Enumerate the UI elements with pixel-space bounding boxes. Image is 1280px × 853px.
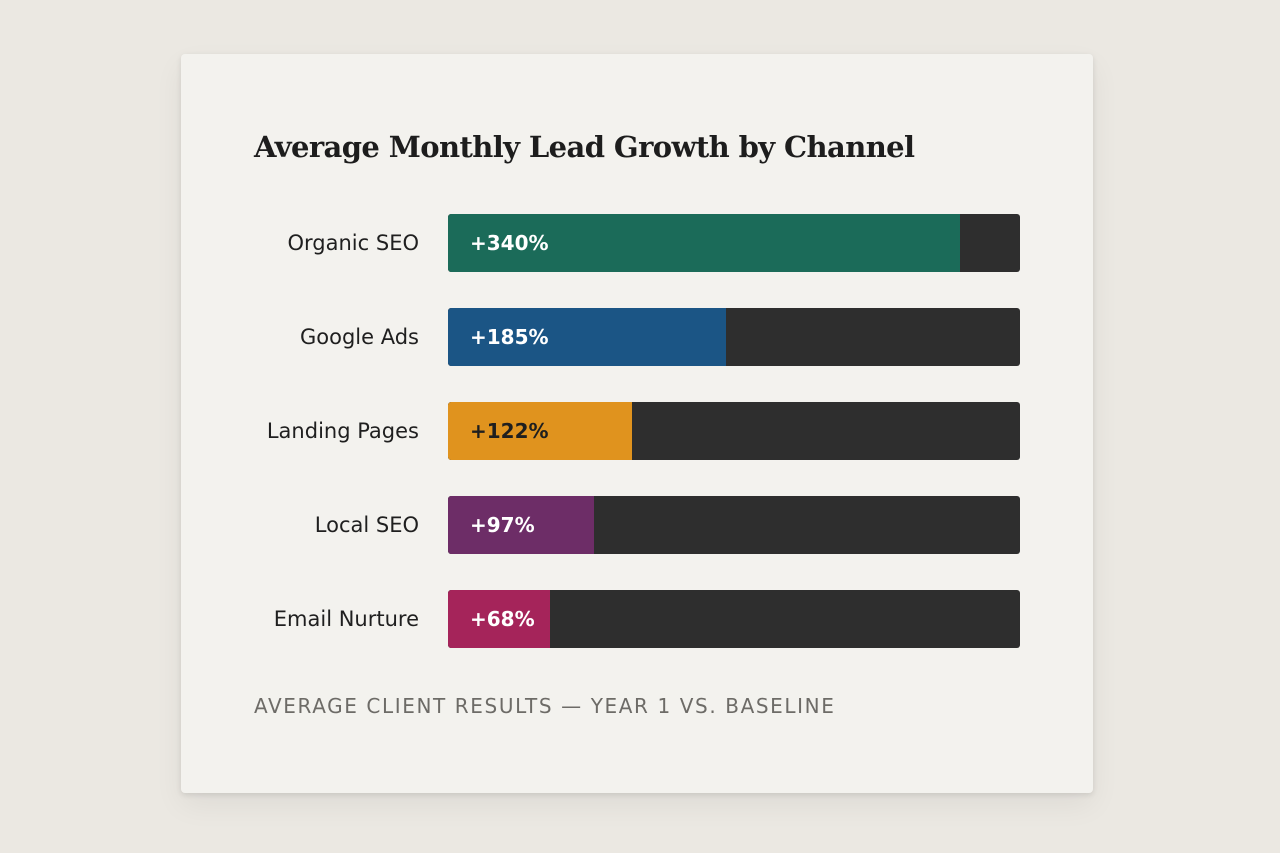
category-label: Email Nurture (273, 607, 419, 631)
category-label: Landing Pages (266, 419, 419, 443)
bar-row: Local SEO +97% (181, 496, 1093, 554)
bar-track: +122% (448, 402, 1020, 460)
category-label: Organic SEO (287, 231, 420, 255)
data-label: +97% (470, 513, 535, 537)
data-label: +185% (470, 325, 549, 349)
category-label: Google Ads (300, 325, 419, 349)
bar-track: +185% (448, 308, 1020, 366)
chart-card: Average Monthly Lead Growth by Channel O… (181, 54, 1093, 793)
data-label: +68% (470, 607, 535, 631)
bar (448, 496, 594, 554)
bar-track: +97% (448, 496, 1020, 554)
bar-track: +340% (448, 214, 1020, 272)
bar-row: Landing Pages +122% (181, 402, 1093, 460)
bar (448, 308, 726, 366)
data-label: +340% (470, 231, 549, 255)
bar-row: Organic SEO +340% (181, 214, 1093, 272)
category-label: Local SEO (314, 513, 419, 537)
data-label: +122% (470, 419, 549, 443)
bar-row: Google Ads +185% (181, 308, 1093, 366)
bar (448, 402, 632, 460)
chart-footnote: AVERAGE CLIENT RESULTS — YEAR 1 VS. BASE… (254, 694, 836, 718)
bar-row: Email Nurture +68% (181, 590, 1093, 648)
bar (448, 590, 550, 648)
bar-track: +68% (448, 590, 1020, 648)
bar (448, 214, 960, 272)
chart-title: Average Monthly Lead Growth by Channel (254, 130, 915, 164)
